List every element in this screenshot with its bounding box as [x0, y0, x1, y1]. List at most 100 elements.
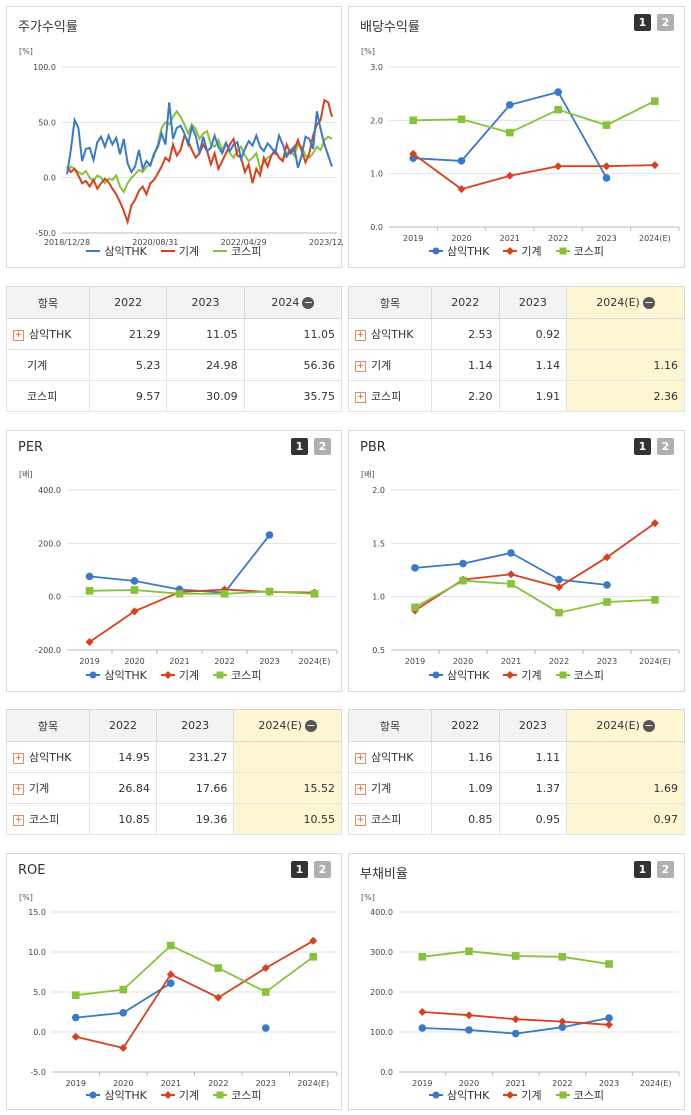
legend-item-samik[interactable]: 삼익THK: [428, 243, 490, 259]
y-tick-label: -200.0: [35, 646, 61, 655]
pager: 1 2: [634, 14, 674, 31]
legend-item-machine[interactable]: 기계: [503, 667, 542, 683]
cell: 35.75: [243, 380, 343, 412]
x-tick-label: 2024(E): [640, 1079, 672, 1088]
expand-icon[interactable]: +: [13, 783, 24, 795]
collapse-icon[interactable]: −: [642, 719, 655, 732]
cell: 1.11: [498, 741, 568, 773]
cell: 1.69: [566, 772, 685, 804]
unit-label: [%]: [19, 47, 33, 56]
page-2-button[interactable]: 2: [657, 14, 674, 31]
cell: 231.27: [155, 741, 235, 773]
panel-title: PBR: [360, 440, 386, 455]
legend-item-kospi[interactable]: 코스피: [555, 1087, 604, 1103]
x-tick-label: 2024(E): [299, 657, 331, 666]
y-tick-label: 400.0: [370, 908, 393, 917]
cell: 1.16: [431, 741, 500, 773]
panel-title: 배당수익률: [360, 20, 420, 35]
cell: [566, 318, 685, 350]
cell: 10.85: [89, 803, 157, 835]
expand-icon[interactable]: +: [355, 752, 366, 764]
data-point: [459, 559, 467, 568]
y-tick-label: 5.0: [33, 988, 46, 997]
expand-icon[interactable]: +: [355, 329, 366, 341]
page-1-button[interactable]: 1: [634, 14, 651, 31]
cell: 0.97: [566, 803, 685, 835]
legend-item-samik[interactable]: 삼익THK: [86, 667, 147, 683]
page-1-button[interactable]: 1: [291, 861, 308, 878]
expand-icon[interactable]: +: [355, 360, 366, 372]
y-tick-label: 300.0: [370, 948, 393, 957]
y-tick-label: 0.0: [33, 1028, 46, 1037]
y-tick-label: 100.0: [370, 1028, 393, 1037]
page-2-button[interactable]: 2: [314, 438, 331, 455]
data-point: [457, 157, 466, 165]
expand-icon[interactable]: +: [355, 783, 366, 795]
x-tick-label: 2018/12/28: [44, 238, 90, 247]
row-label: 코스피: [371, 390, 402, 403]
legend-item-samik[interactable]: 삼익THK: [428, 667, 489, 683]
legend-item-machine[interactable]: 기계: [503, 243, 542, 259]
legend-item-kospi[interactable]: 코스피: [213, 667, 262, 683]
legend-item-machine[interactable]: 기계: [503, 1087, 542, 1103]
data-point: [411, 564, 419, 572]
legend-item-machine[interactable]: 기계: [160, 667, 199, 683]
legend-label: 코스피: [231, 669, 262, 682]
data-point: [261, 1024, 270, 1032]
cell: [566, 741, 685, 773]
legend-item-kospi[interactable]: 코스피: [213, 1087, 262, 1103]
data-point: [119, 1009, 128, 1017]
expand-icon[interactable]: +: [13, 329, 24, 341]
row-label: 삼익THK: [371, 328, 414, 341]
data-point: [261, 988, 270, 996]
table-row: + 삼익THK 1.16 1.11: [348, 741, 685, 773]
expand-icon[interactable]: +: [13, 814, 24, 826]
row-name: 코스피: [6, 380, 90, 412]
legend-item-machine[interactable]: 기계: [160, 1087, 199, 1103]
collapse-icon[interactable]: −: [302, 296, 315, 309]
data-point: [214, 993, 223, 1002]
expand-icon[interactable]: +: [355, 391, 366, 403]
data-point: [602, 162, 611, 171]
x-tick-label: 2024(E): [297, 1079, 329, 1088]
series-line: [66, 98, 333, 226]
row-name: + 삼익THK: [6, 318, 90, 350]
collapse-icon[interactable]: −: [304, 719, 317, 732]
expand-icon[interactable]: +: [355, 814, 366, 826]
page-2-button[interactable]: 2: [314, 861, 331, 878]
legend-item-machine[interactable]: 기계: [160, 243, 199, 259]
x-tick-label: 2019: [79, 657, 99, 666]
panel-title: 주가수익률: [18, 20, 78, 35]
page-1-button[interactable]: 1: [634, 438, 651, 455]
legend-item-kospi[interactable]: 코스피: [555, 243, 604, 259]
col-header: 항목: [6, 286, 90, 319]
legend-item-samik[interactable]: 삼익THK: [86, 243, 147, 259]
data-point: [605, 1014, 613, 1022]
x-tick-label: 2019: [412, 1079, 432, 1088]
x-tick-label: 2019: [403, 234, 423, 243]
legend-item-kospi[interactable]: 코스피: [213, 243, 262, 259]
row-name: 기계: [6, 349, 90, 381]
col-header: 2022: [89, 709, 157, 742]
panel-title: PER: [18, 440, 44, 455]
legend-label: 삼익THK: [446, 245, 490, 258]
row-label: 삼익THK: [29, 328, 72, 341]
y-tick-label: 0.0: [48, 593, 61, 602]
page-1-button[interactable]: 1: [291, 438, 308, 455]
legend-item-samik[interactable]: 삼익THK: [86, 1087, 147, 1103]
page-2-button[interactable]: 2: [657, 438, 674, 455]
legend-item-kospi[interactable]: 코스피: [555, 667, 604, 683]
row-label: 기계: [29, 782, 50, 795]
page-1-button[interactable]: 1: [634, 861, 651, 878]
col-header: 2024(E) −: [566, 286, 685, 319]
data-point: [507, 580, 515, 588]
legend-item-samik[interactable]: 삼익THK: [428, 1087, 489, 1103]
table-row: 코스피 9.57 30.09 35.75: [6, 380, 343, 412]
expand-icon[interactable]: +: [13, 752, 24, 764]
row-label: 삼익THK: [371, 751, 414, 764]
row-name: + 삼익THK: [348, 318, 432, 350]
data-point: [651, 519, 659, 528]
collapse-icon[interactable]: −: [642, 296, 655, 309]
dividend-yield-panel: 배당수익률 1 2 [%] 3.0 2.0 1.0 0.0 2019 2020 2021 20…: [348, 6, 685, 268]
page-2-button[interactable]: 2: [657, 861, 674, 878]
